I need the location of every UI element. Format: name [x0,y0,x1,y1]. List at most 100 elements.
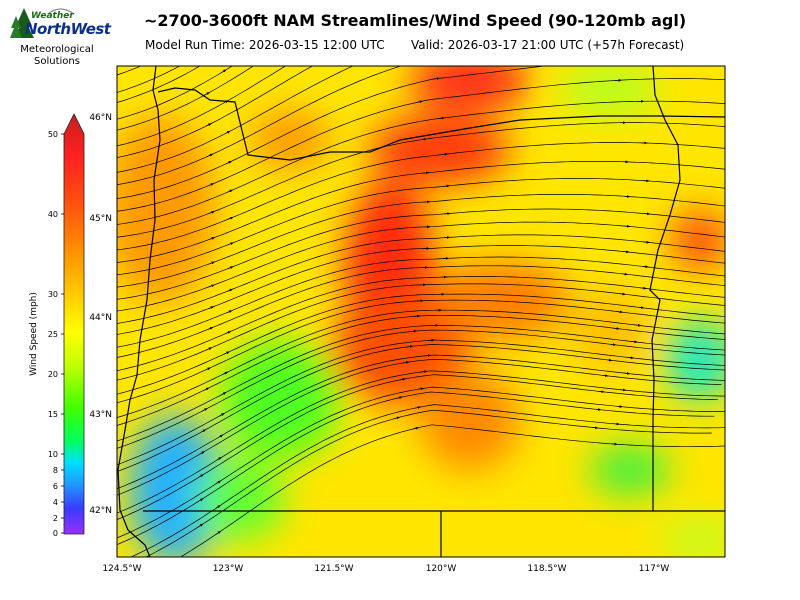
longitude-label: 123°W [213,564,244,574]
streamline-arrow [201,408,208,412]
streamline [117,194,725,288]
logo-northwest-text: NorthWest [25,20,111,38]
streamline-arrow [217,434,224,439]
streamline-arrow [438,116,446,120]
streamline-arrow [215,530,222,535]
streamline-arrow [601,374,609,378]
streamline-arrow [226,189,234,193]
logo-weather-text: Weather [31,11,74,21]
streamline-arrow [197,498,204,503]
streamline-arrow [591,426,599,430]
colorbar-tick-label: 25 [48,330,58,339]
map-title: ~2700-3600ft NAM Streamlines/Wind Speed … [144,11,687,30]
colorbar-tick-label: 15 [48,410,58,419]
streamline-arrow [393,416,401,420]
latitude-label: 45°N [89,214,112,224]
streamline-arrow [216,456,222,461]
streamline-arrow [414,406,422,409]
streamline [130,404,725,557]
streamline [117,276,725,372]
streamline-arrow [619,292,626,296]
streamline-arrow [619,388,627,392]
streamline [117,265,725,358]
colorbar-tick-label: 20 [48,370,58,379]
streamline [57,0,710,65]
coastline [117,66,161,557]
colorbar-tick-label: 2 [53,514,58,523]
streamline [117,314,725,426]
streamline-arrow [224,331,232,335]
streamline-arrow [204,92,211,96]
streamline [117,221,725,312]
streamline-arrow [208,211,215,214]
streamline-arrow [225,160,233,165]
streamline-arrow [208,261,216,265]
streamline-arrow [197,523,204,528]
streamline [117,256,725,348]
streamline [117,358,722,496]
wind-speed-field [57,0,725,557]
streamline-arrow [227,266,234,270]
logo: Weather NorthWest Meteorological Solutio… [8,6,111,70]
logo-subtitle-line1: Meteorological [20,44,94,55]
colorbar-tick-label: 4 [53,498,58,507]
streamline [117,354,725,490]
streamline-arrow [640,286,647,290]
streamline-arrow [420,137,428,141]
streamline-arrow [198,474,204,478]
streamline-arrow [402,361,410,364]
streamline [117,208,725,300]
latitude-labels: 46°N 45°N 44°N 43°N 42°N [89,113,112,516]
longitude-label: 124.5°W [102,564,141,574]
streamline-arrow [204,367,211,371]
colorbar-tick-label: 6 [53,482,58,491]
streamline-arrow [598,390,605,394]
streamline-arrow [227,242,234,246]
streamline-arrow [441,152,449,156]
streamline-arrow [616,405,624,408]
streamline-arrow [420,370,428,373]
streamline [117,339,725,466]
streamline-arrow [227,216,234,220]
streamline-arrow [621,272,629,276]
streamline-arrow [222,100,229,104]
streamline-arrow [616,310,624,314]
streamline-arrow [594,408,602,411]
streamline-arrow [627,356,635,360]
streamline [117,309,725,418]
streamline-arrow [220,69,227,74]
streamline [117,344,725,472]
colorbar-label: Wind Speed (mph) [29,292,39,376]
streamline-arrow [433,77,441,81]
colorbar-body [63,113,85,535]
streamline-arrow [224,130,231,135]
streamline-arrow [222,371,229,376]
streamline [117,100,725,225]
streamline-arrow [205,347,213,351]
streamline-arrow [396,396,403,400]
streamline-arrow [207,306,215,310]
streamline [117,178,725,276]
streamline-arrow [609,343,617,346]
streamline-arrow [406,345,414,348]
streamline-arrow [637,306,645,309]
streamline-arrow [643,240,651,244]
streamline-arrow [642,265,649,269]
streamline-arrow [634,323,642,327]
streamline [117,299,725,404]
colorbar-ticks: 0 2 4 6 8 10 15 20 25 30 40 50 [48,130,64,538]
streamline-arrow [203,387,210,391]
colorbar-tick-label: 30 [48,290,58,299]
latitude-label: 43°N [89,410,112,420]
streamline-arrow [208,237,216,240]
streamline-arrow [623,371,631,375]
longitude-label: 121.5°W [314,564,353,574]
valid-time: Valid: 2026-03-17 21:00 UTC (+57h Foreca… [411,38,685,52]
logo-subtitle-line2: Solutions [34,56,80,67]
streamline-arrow [207,183,215,187]
streamline [117,329,725,449]
streamline [117,78,725,212]
streamline-arrow [199,3,203,6]
streamline [145,409,712,557]
